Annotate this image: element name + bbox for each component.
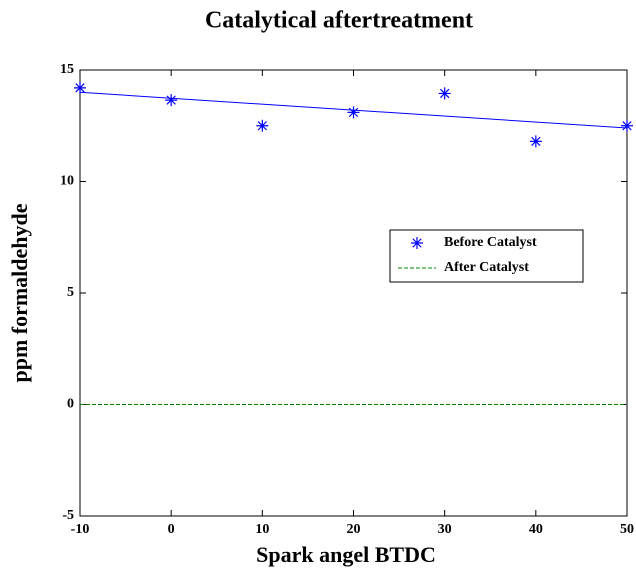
y-tick-label: 5	[67, 285, 74, 300]
legend-label: Before Catalyst	[444, 235, 537, 250]
star-marker	[438, 87, 451, 100]
x-tick-label: 30	[438, 522, 452, 537]
y-tick-label: 0	[67, 397, 74, 412]
legend-box	[389, 229, 584, 283]
star-marker	[621, 119, 633, 132]
star-marker	[529, 135, 542, 148]
legend-marker	[411, 237, 423, 249]
x-tick-label: 20	[347, 522, 361, 537]
y-tick-label: -5	[62, 508, 74, 523]
y-tick-label: 10	[60, 174, 74, 189]
x-tick-label: 0	[168, 522, 175, 537]
x-tick-label: 50	[620, 522, 634, 537]
x-tick-label: 40	[529, 522, 543, 537]
legend-label: After Catalyst	[444, 260, 529, 275]
y-tick-label: 15	[60, 62, 74, 77]
x-tick-label: -10	[71, 522, 90, 537]
series-line	[79, 91, 628, 129]
x-axis-label: Spark angel BTDC	[256, 542, 436, 567]
star-marker	[165, 94, 178, 107]
plot-frame	[79, 69, 628, 517]
star-marker	[256, 119, 269, 132]
star-marker	[347, 106, 360, 119]
chart-title: Catalytical aftertreatment	[205, 8, 473, 34]
star-marker	[74, 81, 86, 94]
y-axis-label: ppm formaldehyde	[7, 203, 32, 382]
x-tick-label: 10	[255, 522, 269, 537]
